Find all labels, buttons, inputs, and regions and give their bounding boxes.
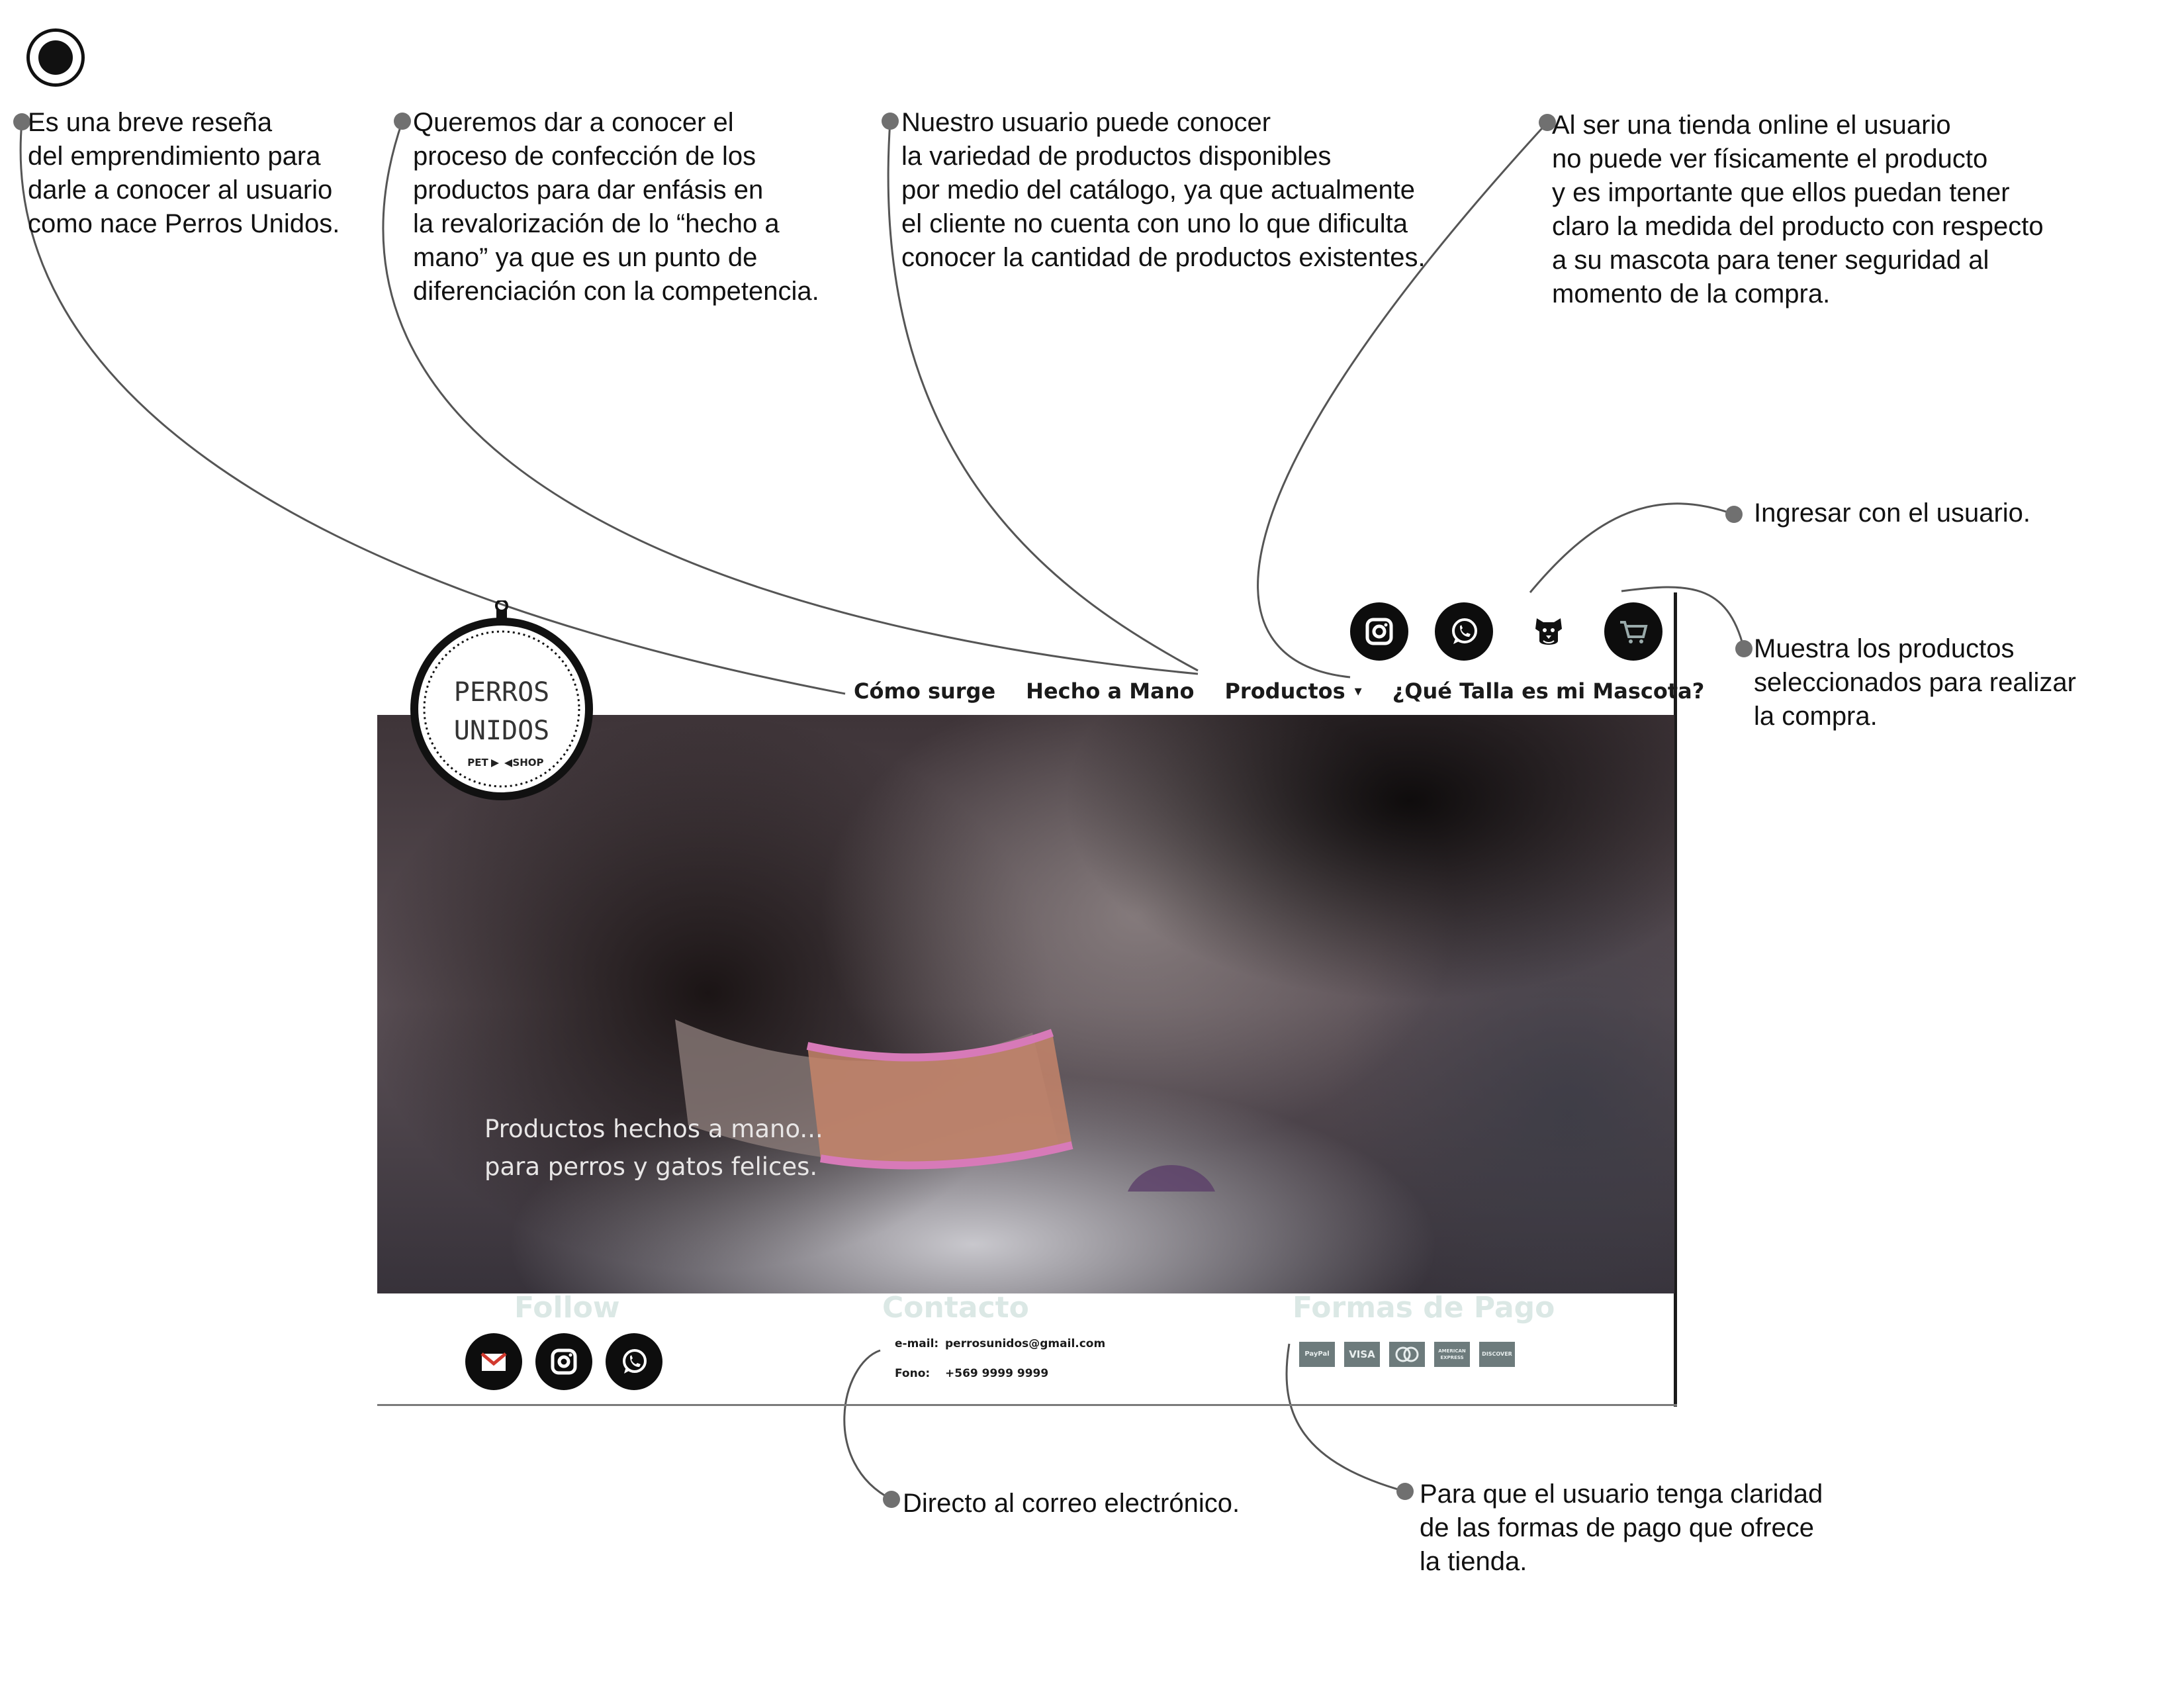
chevron-down-icon: ▾ bbox=[1354, 682, 1362, 700]
annotation-dot bbox=[394, 113, 411, 130]
logo-line-1: PERROS bbox=[454, 677, 550, 708]
annotation-ingresar: Ingresar con el usuario. bbox=[1754, 498, 2031, 528]
contact-email[interactable]: e-mail: perrosunidos@gmail.com bbox=[895, 1337, 1106, 1350]
footer-payment-title: Formas de Pago bbox=[1293, 1291, 1555, 1325]
nav-productos-dropdown[interactable]: Productos ▾ bbox=[1224, 679, 1362, 704]
whatsapp-icon[interactable] bbox=[606, 1333, 662, 1390]
nav-hecho-a-mano[interactable]: Hecho a Mano bbox=[1026, 679, 1195, 704]
hero-banner: Productos hechos a mano... para perros y… bbox=[377, 715, 1674, 1293]
paypal-icon: PayPal bbox=[1299, 1342, 1335, 1367]
annotation-dot bbox=[1725, 506, 1743, 523]
header-icons bbox=[1350, 602, 1662, 661]
payment-methods: PayPal VISA AMERICAN EXPRESS DISCOVER bbox=[1299, 1342, 1515, 1367]
annotation-dot bbox=[13, 113, 30, 130]
mockup-frame-bottom bbox=[377, 1404, 1677, 1406]
contact-phone-value: +569 9999 9999 bbox=[945, 1367, 1049, 1380]
bow-tie-icon bbox=[491, 759, 512, 767]
annotation-resena: Es una breve reseña del emprendimiento p… bbox=[28, 108, 340, 238]
dog-user-icon[interactable] bbox=[1520, 602, 1578, 661]
contact-phone: Fono: +569 9999 9999 bbox=[895, 1367, 1049, 1380]
cart-icon[interactable] bbox=[1604, 602, 1662, 661]
whatsapp-icon[interactable] bbox=[1435, 602, 1493, 661]
gmail-icon[interactable] bbox=[465, 1333, 522, 1390]
footer-contact-title: Contacto bbox=[882, 1291, 1029, 1325]
contact-email-value: perrosunidos@gmail.com bbox=[945, 1337, 1106, 1350]
logo-line-2: UNIDOS bbox=[454, 716, 550, 746]
connector-ingresar bbox=[1529, 502, 1735, 593]
annotation-dot bbox=[1396, 1483, 1414, 1500]
nav-talla-mascota[interactable]: ¿Qué Talla es mi Mascota? bbox=[1392, 679, 1705, 704]
mockup-frame-right bbox=[1674, 592, 1677, 1407]
annotation-dot bbox=[1735, 640, 1752, 657]
record-marker-icon bbox=[26, 28, 85, 87]
mastercard-icon bbox=[1389, 1342, 1425, 1367]
nav-como-surge[interactable]: Cómo surge bbox=[854, 679, 996, 704]
connector-correo bbox=[843, 1349, 892, 1501]
annotation-pago: Para que el usuario tenga claridad de la… bbox=[1420, 1479, 1823, 1576]
annotation-correo: Directo al correo electrónico. bbox=[903, 1489, 1240, 1518]
annotation-hecho-mano: Queremos dar a conocer el proceso de con… bbox=[413, 108, 819, 306]
annotation-talla: Al ser una tienda online el usuario no p… bbox=[1552, 111, 2044, 308]
mastercard-circles-icon bbox=[1395, 1346, 1419, 1362]
amex-icon: AMERICAN EXPRESS bbox=[1434, 1342, 1470, 1367]
instagram-icon[interactable] bbox=[535, 1333, 592, 1390]
annotation-carrito: Muestra los productos seleccionados para… bbox=[1754, 634, 2076, 731]
annotation-dot bbox=[882, 113, 899, 130]
perros-unidos-logo[interactable]: PERROS UNIDOS PET SHOP bbox=[409, 600, 597, 802]
annotation-dot bbox=[883, 1491, 900, 1508]
main-nav: Cómo surge Hecho a Mano Productos ▾ ¿Qué … bbox=[854, 679, 1704, 704]
annotation-dot bbox=[1539, 114, 1556, 131]
footer-follow-icons bbox=[465, 1333, 662, 1390]
dog-collar-illustration bbox=[675, 1019, 1215, 1192]
discover-icon: DISCOVER bbox=[1479, 1342, 1515, 1367]
annotation-catalogo: Nuestro usuario puede conocer la varieda… bbox=[901, 108, 1426, 272]
logo-pet: PET bbox=[467, 757, 488, 769]
footer-follow-title: Follow bbox=[514, 1291, 620, 1325]
hero-caption: Productos hechos a mano... para perros y… bbox=[484, 1115, 823, 1181]
logo-shop: SHOP bbox=[512, 757, 543, 769]
instagram-icon[interactable] bbox=[1350, 602, 1408, 661]
visa-icon: VISA bbox=[1344, 1342, 1380, 1367]
